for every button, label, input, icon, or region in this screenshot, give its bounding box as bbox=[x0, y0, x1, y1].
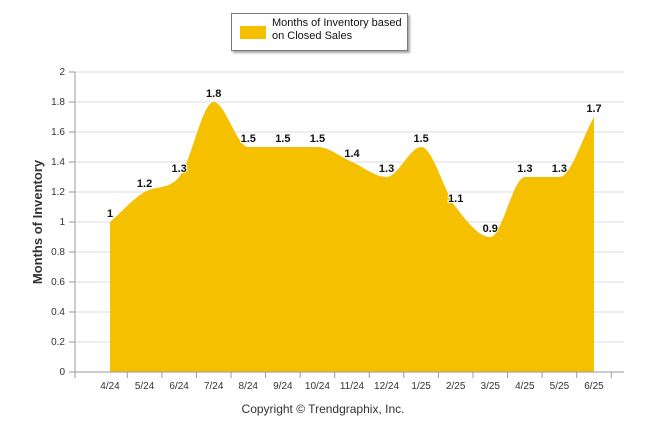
copyright-credit: Copyright © Trendgraphix, Inc. bbox=[241, 402, 405, 416]
x-tick-label: 6/25 bbox=[584, 381, 604, 392]
data-label: 1.3 bbox=[379, 163, 394, 175]
data-label: 1.5 bbox=[275, 133, 290, 145]
legend-label: Months of Inventory based on Closed Sale… bbox=[272, 17, 402, 42]
data-label: 0.9 bbox=[483, 223, 498, 235]
x-tick-label: 6/24 bbox=[169, 381, 189, 392]
y-tick-label: 1.8 bbox=[51, 97, 65, 108]
data-label: 1.3 bbox=[552, 163, 567, 175]
data-label: 1.3 bbox=[171, 163, 186, 175]
y-tick-label: 1.4 bbox=[51, 157, 65, 168]
data-label: 1.5 bbox=[310, 133, 325, 145]
data-label: 1.1 bbox=[448, 193, 463, 205]
y-tick-label: 0.8 bbox=[51, 247, 65, 258]
data-label: 1.4 bbox=[344, 148, 360, 160]
x-tick-label: 8/24 bbox=[239, 381, 259, 392]
data-label: 1.7 bbox=[586, 103, 601, 115]
x-tick-label: 5/24 bbox=[135, 381, 155, 392]
y-tick-label: 0.4 bbox=[51, 307, 65, 318]
area-series bbox=[110, 102, 594, 372]
chart-legend: Months of Inventory based on Closed Sale… bbox=[231, 13, 408, 51]
legend-swatch bbox=[240, 26, 266, 39]
y-tick-label: 1 bbox=[59, 217, 65, 228]
data-label: 1.3 bbox=[517, 163, 532, 175]
x-tick-label: 4/24 bbox=[100, 381, 120, 392]
data-label: 1 bbox=[107, 208, 113, 220]
x-tick-label: 12/24 bbox=[374, 381, 399, 392]
x-tick-label: 2/25 bbox=[446, 381, 466, 392]
area-fill bbox=[110, 102, 594, 372]
axes: 0 0.2 0.4 0.6 0.8 1 1.2 1.4 1.6 1.8 2 4/24 5/24 6/24 7… bbox=[51, 67, 624, 392]
y-tick-label: 0.6 bbox=[51, 277, 65, 288]
y-tick-label: 2 bbox=[59, 67, 65, 78]
y-tick-label: 0 bbox=[59, 367, 65, 378]
x-tick-label: 9/24 bbox=[273, 381, 293, 392]
y-tick-label: 1.6 bbox=[51, 127, 65, 138]
data-label: 1.2 bbox=[137, 178, 152, 190]
data-label: 1.8 bbox=[206, 88, 221, 100]
data-label: 1.5 bbox=[413, 133, 428, 145]
x-tick-label: 4/25 bbox=[515, 381, 535, 392]
x-tick-label: 1/25 bbox=[411, 381, 431, 392]
x-tick-label: 3/25 bbox=[481, 381, 501, 392]
y-tick-label: 1.2 bbox=[51, 187, 65, 198]
y-axis-title: Months of Inventory bbox=[30, 159, 45, 284]
y-tick-label: 0.2 bbox=[51, 337, 65, 348]
x-tick-label: 5/25 bbox=[550, 381, 570, 392]
data-label: 1.5 bbox=[241, 133, 256, 145]
x-tick-label: 11/24 bbox=[340, 381, 365, 392]
x-tick-label: 7/24 bbox=[204, 381, 224, 392]
x-tick-label: 10/24 bbox=[305, 381, 330, 392]
data-labels: 1 1.2 1.3 1.8 1.5 1.5 1.5 1.4 1.3 1.5 1.1 0.9 1.3 1.3… bbox=[106, 87, 603, 236]
